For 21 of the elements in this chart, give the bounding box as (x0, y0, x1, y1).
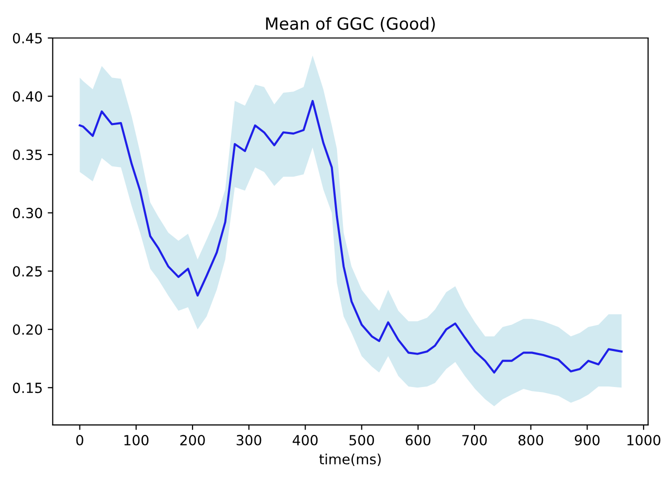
x-tick-label: 900 (574, 434, 600, 446)
x-tick-label: 800 (518, 434, 544, 446)
y-tick-label: 0.30 (12, 208, 42, 218)
x-tick-label: 1000 (627, 434, 660, 446)
y-tick-label: 0.20 (12, 324, 42, 335)
x-tick-label: 600 (406, 434, 430, 446)
x-tick-label: 200 (180, 434, 205, 446)
y-tick-label: 0.45 (12, 32, 42, 44)
y-tick-label: 0.35 (12, 150, 42, 160)
y-tick-label: 0.25 (12, 266, 42, 277)
y-tick-label: 0.15 (12, 382, 42, 394)
line-series (78, 100, 623, 374)
x-axis-title: time(ms) (319, 454, 381, 466)
x-tick-label: 700 (462, 434, 487, 446)
x-tick-label: 400 (292, 434, 318, 446)
x-tick-label: 0 (76, 434, 84, 446)
x-tick-label: 100 (124, 434, 148, 446)
x-tick-label: 300 (236, 434, 262, 446)
chart-title: Mean of GGC (Good) (266, 16, 435, 32)
x-tick-label: 500 (349, 434, 374, 446)
y-tick-label: 0.40 (12, 91, 42, 102)
